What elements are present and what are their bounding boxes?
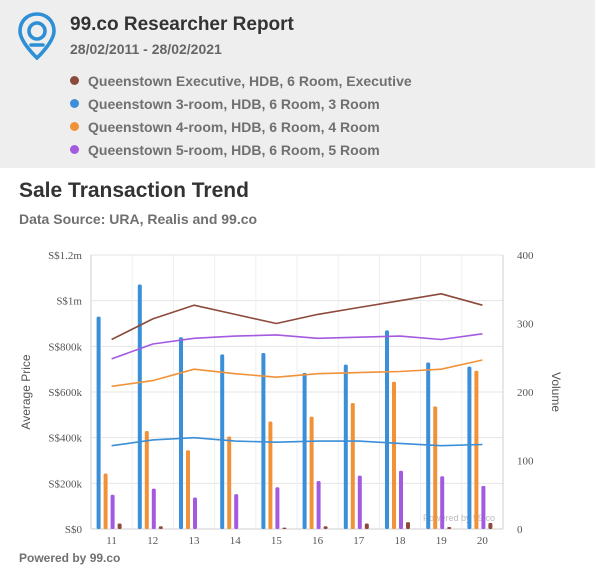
- volume-bar: [282, 527, 287, 529]
- x-tick-label: 13: [189, 535, 201, 547]
- volume-bar: [186, 450, 190, 529]
- volume-bar: [227, 436, 232, 529]
- y-tick-label: S$800k: [48, 341, 82, 353]
- y2-tick-label: 400: [517, 250, 534, 262]
- volume-bar: [261, 352, 266, 529]
- chart-title: Sale Transaction Trend: [19, 179, 249, 202]
- volume-bar: [474, 370, 479, 529]
- legend-dot: [70, 76, 79, 85]
- powered-by-footer: Powered by 99.co: [19, 551, 121, 565]
- volume-bar: [323, 526, 328, 529]
- volume-bar: [467, 366, 472, 529]
- y-tick-label: S$400k: [48, 433, 82, 445]
- volume-bar: [385, 330, 389, 529]
- chart-source: Data Source: URA, Realis and 99.co: [19, 211, 258, 227]
- chart-watermark: Powered by 99.co: [423, 513, 495, 523]
- report-header: 99.co Researcher Report 28/02/2011 - 28/…: [0, 0, 595, 168]
- legend-label: Queenstown 4-room, HDB, 6 Room, 4 Room: [88, 119, 380, 135]
- volume-bar: [447, 526, 452, 529]
- y-tick-label: S$200k: [48, 478, 82, 490]
- x-tick-label: 16: [312, 535, 324, 547]
- volume-bar: [275, 487, 280, 529]
- volume-bar: [343, 364, 348, 529]
- legend-label: Queenstown Executive, HDB, 6 Room, Execu…: [88, 73, 412, 89]
- y2-tick-label: 300: [517, 319, 534, 331]
- y2-tick-label: 0: [517, 524, 523, 536]
- volume-bar: [488, 522, 493, 529]
- y2-axis-title: Volume: [549, 372, 563, 412]
- y-tick-label: S$0: [65, 524, 83, 536]
- y-tick-label: S$600k: [48, 387, 82, 399]
- x-tick-label: 18: [395, 535, 407, 547]
- volume-bar: [96, 316, 101, 529]
- legend-label: Queenstown 5-room, HDB, 6 Room, 5 Room: [88, 142, 380, 158]
- x-tick-label: 14: [230, 535, 242, 547]
- legend-item[interactable]: Queenstown 5-room, HDB, 6 Room, 5 Room: [70, 140, 412, 163]
- volume-bar: [433, 406, 438, 529]
- volume-bar: [364, 523, 369, 529]
- volume-bar: [220, 354, 225, 529]
- legend-dot: [70, 145, 79, 154]
- app-title: 99.co Researcher Report: [70, 14, 294, 35]
- volume-bar: [481, 485, 486, 529]
- volume-bar: [316, 481, 321, 529]
- price-line: [111, 359, 483, 388]
- volume-bar: [309, 416, 314, 529]
- legend-item[interactable]: Queenstown Executive, HDB, 6 Room, Execu…: [70, 71, 412, 94]
- volume-bar: [399, 470, 403, 529]
- chart-legend: Queenstown Executive, HDB, 6 Room, Execu…: [70, 71, 412, 163]
- x-tick-label: 17: [353, 535, 365, 547]
- y-tick-label: S$1m: [56, 296, 82, 308]
- volume-bar: [103, 473, 108, 529]
- volume-bar: [350, 402, 355, 529]
- x-tick-label: 12: [147, 535, 158, 547]
- volume-bar: [392, 381, 396, 529]
- legend-item[interactable]: Queenstown 4-room, HDB, 6 Room, 4 Room: [70, 117, 412, 140]
- volume-bar: [302, 372, 307, 529]
- x-tick-label: 20: [477, 535, 489, 547]
- legend-item[interactable]: Queenstown 3-room, HDB, 6 Room, 3 Room: [70, 94, 412, 117]
- price-line: [111, 436, 483, 447]
- volume-bar: [357, 475, 362, 529]
- y-tick-label: S$1.2m: [48, 250, 82, 262]
- volume-bar: [117, 523, 122, 529]
- volume-bar: [137, 284, 142, 529]
- y2-tick-label: 100: [517, 456, 534, 468]
- chart-plot: S$0 S$200k S$400k S$600k S$800k S$1m S$1.2m 0 10…: [19, 250, 563, 547]
- x-tick-label: 11: [106, 535, 117, 547]
- volume-bar: [268, 421, 273, 529]
- legend-label: Queenstown 3-room, HDB, 6 Room, 3 Room: [88, 96, 380, 112]
- y2-tick-label: 200: [517, 387, 534, 399]
- x-tick-label: 15: [271, 535, 283, 547]
- volume-bar: [193, 497, 197, 529]
- legend-dot: [70, 99, 79, 108]
- price-line: [111, 333, 483, 360]
- volume-bar: [144, 431, 149, 529]
- date-range: 28/02/2011 - 28/02/2021: [70, 41, 222, 57]
- volume-bar: [151, 488, 156, 529]
- legend-dot: [70, 122, 79, 131]
- price-line: [111, 292, 483, 341]
- y-axis-title: Average Price: [19, 354, 33, 429]
- volume-bar: [158, 526, 163, 529]
- location-pin-icon: [18, 12, 56, 60]
- volume-bar: [179, 337, 183, 529]
- volume-bar: [110, 494, 115, 529]
- x-tick-label: 19: [436, 535, 448, 547]
- volume-bar: [406, 522, 410, 529]
- volume-bar: [234, 494, 239, 529]
- volume-bar: [440, 476, 445, 529]
